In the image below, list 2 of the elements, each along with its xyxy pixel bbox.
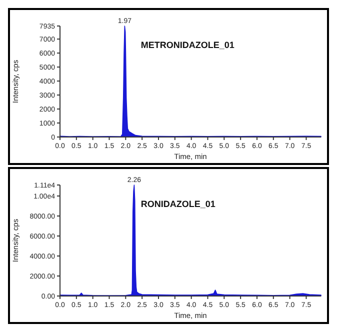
text: RONIDAZOLE_01 (140, 199, 216, 210)
text: METRONIDAZOLE_01 (140, 40, 234, 50)
